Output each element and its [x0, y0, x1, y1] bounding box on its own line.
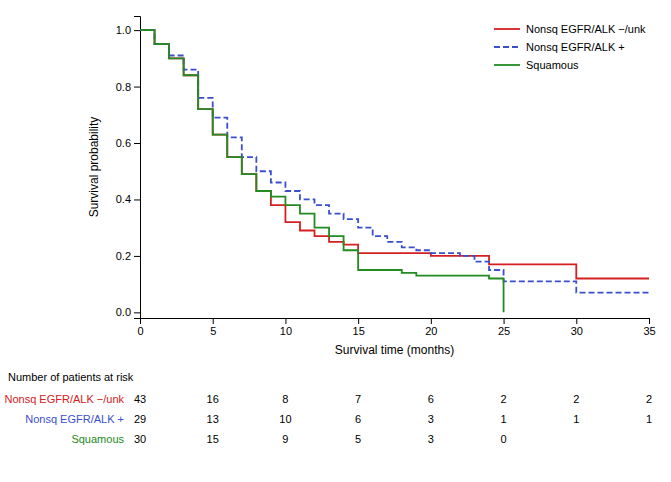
x-tick-mark [504, 318, 505, 324]
legend-swatch [494, 46, 520, 48]
risk-count: 29 [134, 413, 146, 425]
legend-label: Squamous [526, 59, 579, 71]
x-tick: 5 [210, 318, 216, 337]
risk-count: 13 [207, 413, 219, 425]
x-tick-label: 30 [571, 325, 583, 337]
x-tick-mark [431, 318, 432, 324]
x-tick-mark [358, 318, 359, 324]
risk-count: 3 [428, 433, 434, 445]
y-tick-mark [134, 87, 140, 88]
x-axis: 0 5 10 15 20 25 30 35 [137, 318, 655, 337]
risk-count: 8 [282, 393, 288, 405]
x-tick-label: 10 [280, 325, 292, 337]
risk-table-header: Number of patients at risk [8, 371, 134, 383]
y-tick-mark [134, 30, 140, 31]
risk-count: 2 [573, 393, 579, 405]
risk-count: 30 [134, 433, 146, 445]
risk-count: 1 [573, 413, 579, 425]
legend-item: Squamous [494, 59, 579, 71]
x-tick: 30 [571, 318, 583, 337]
x-tick: 10 [280, 318, 292, 337]
y-tick-label: 0.0 [116, 306, 131, 318]
y-tick-label: 0.8 [116, 81, 131, 93]
y-tick: 1.0 [116, 24, 140, 36]
x-tick-mark [649, 318, 650, 324]
survival-line [140, 30, 649, 292]
x-tick-mark [213, 318, 214, 324]
legend-swatch [494, 28, 520, 30]
x-axis-title: Survival time (months) [335, 343, 454, 357]
risk-count: 15 [207, 433, 219, 445]
y-tick-mark [134, 199, 140, 200]
x-tick-label: 35 [643, 325, 655, 337]
y-tick: 0.8 [116, 81, 140, 93]
survival-line [140, 30, 504, 312]
x-tick: 0 [137, 318, 143, 337]
x-tick-label: 5 [210, 325, 216, 337]
risk-count: 9 [282, 433, 288, 445]
y-tick-mark [134, 312, 140, 313]
y-tick-label: 0.2 [116, 250, 131, 262]
risk-count: 10 [279, 413, 291, 425]
chart: 051015202530350.00.20.40.60.81.0Survival… [0, 0, 671, 482]
risk-count: 2 [501, 393, 507, 405]
risk-count: 7 [355, 393, 361, 405]
y-tick-label: 0.6 [116, 137, 131, 149]
risk-count: 0 [501, 433, 507, 445]
x-tick-label: 25 [498, 325, 510, 337]
legend: Nonsq EGFR/ALK −/unk Nonsq EGFR/ALK + Squa… [494, 23, 646, 71]
legend-label: Nonsq EGFR/ALK −/unk [526, 23, 646, 35]
survival-line [140, 30, 649, 278]
plot-area [140, 30, 649, 312]
x-tick: 35 [643, 318, 655, 337]
risk-row-label: Nonsq EGFR/ALK −/unk [4, 393, 124, 405]
x-tick-label: 20 [425, 325, 437, 337]
risk-count: 16 [207, 393, 219, 405]
legend-label: Nonsq EGFR/ALK + [526, 41, 625, 53]
risk-count: 3 [428, 413, 434, 425]
y-axis: 0.0 0.2 0.4 0.6 0.8 1.0 [116, 17, 141, 319]
x-tick-mark [576, 318, 577, 324]
x-tick-label: 0 [137, 325, 143, 337]
legend-swatch [494, 64, 520, 66]
y-tick: 0.4 [116, 193, 140, 205]
risk-count: 1 [646, 413, 652, 425]
legend-item: Nonsq EGFR/ALK + [494, 41, 625, 53]
risk-row-label: Nonsq EGFR/ALK + [25, 413, 124, 425]
x-tick-label: 15 [353, 325, 365, 337]
risk-count: 6 [428, 393, 434, 405]
legend-item: Nonsq EGFR/ALK −/unk [494, 23, 646, 35]
x-tick: 20 [425, 318, 437, 337]
risk-count: 1 [501, 413, 507, 425]
y-axis-line [134, 17, 141, 319]
x-axis-line [141, 319, 650, 325]
x-tick: 25 [498, 318, 510, 337]
y-tick: 0.6 [116, 137, 140, 149]
risk-row-label: Squamous [71, 433, 124, 445]
y-axis-title: Survival probability [87, 117, 101, 218]
x-tick-mark [285, 318, 286, 324]
risk-count: 2 [646, 393, 652, 405]
y-tick: 0.0 [116, 306, 140, 318]
risk-count: 43 [134, 393, 146, 405]
risk-count: 6 [355, 413, 361, 425]
risk-table: Number of patients at risk Nonsq EGFR/ALK… [4, 371, 652, 445]
y-tick-mark [134, 143, 140, 144]
y-tick-label: 1.0 [116, 24, 131, 36]
x-tick: 15 [353, 318, 365, 337]
y-tick-label: 0.4 [116, 193, 131, 205]
y-tick: 0.2 [116, 250, 140, 262]
risk-count: 5 [355, 433, 361, 445]
y-tick-mark [134, 256, 140, 257]
